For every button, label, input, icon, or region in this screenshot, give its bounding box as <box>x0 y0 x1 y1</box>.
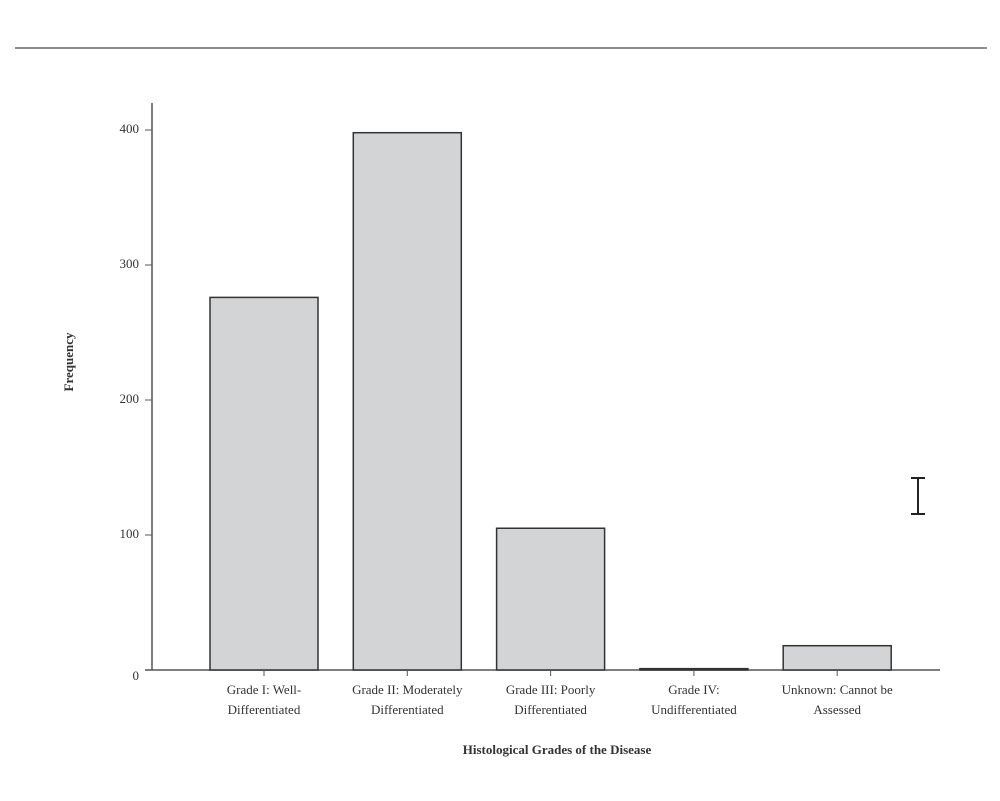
x-axis-label: Histological Grades of the Disease <box>463 742 652 757</box>
x-tick-label: Assessed <box>813 702 861 717</box>
x-tick-label: Differentiated <box>228 702 301 717</box>
y-tick-label: 400 <box>120 121 140 136</box>
x-tick-label: Differentiated <box>371 702 444 717</box>
y-axis-label: Frequency <box>61 332 76 391</box>
bar <box>209 296 319 671</box>
y-tick-label: 0 <box>133 668 140 683</box>
x-tick-label: Unknown: Cannot be <box>782 682 893 697</box>
bar <box>782 644 892 671</box>
bar <box>352 131 463 671</box>
x-tick-label: Undifferentiated <box>651 702 737 717</box>
text-cursor <box>911 477 925 515</box>
bar <box>639 667 749 671</box>
x-tick-label: Differentiated <box>514 702 587 717</box>
y-tick-label: 200 <box>120 391 140 406</box>
y-tick-label: 300 <box>120 256 140 271</box>
x-tick-label: Grade III: Poorly <box>506 682 596 697</box>
bar <box>495 527 606 671</box>
y-tick-label: 100 <box>120 526 140 541</box>
x-tick-label: Grade II: Moderately <box>352 682 463 697</box>
x-tick-label: Grade I: Well- <box>227 682 302 697</box>
x-tick-label: Grade IV: <box>668 682 719 697</box>
